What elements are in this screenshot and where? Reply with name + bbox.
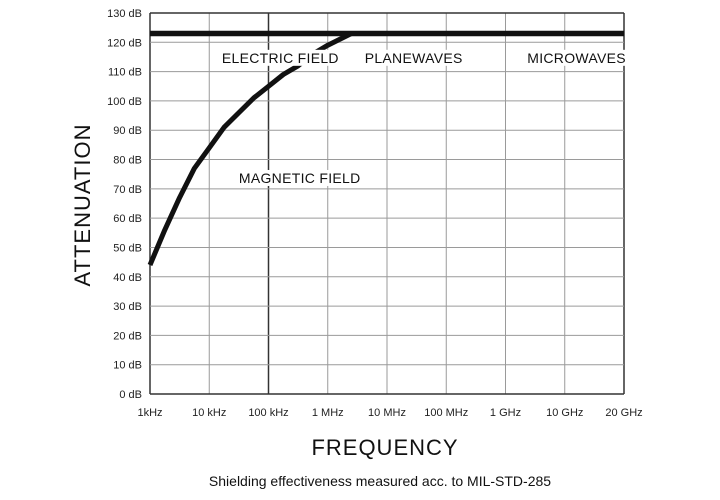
annotation-bg — [235, 169, 364, 186]
y-tick-label: 100 dB — [107, 96, 142, 108]
y-tick-label: 130 dB — [107, 8, 142, 20]
y-tick-label: 50 dB — [113, 242, 142, 254]
y-tick-label: 40 dB — [113, 272, 142, 284]
y-axis-title: ATTENUATION — [70, 124, 95, 287]
region-label: PLANEWAVES — [365, 50, 463, 66]
region-label-bg — [361, 49, 466, 66]
x-axis-title: FREQUENCY — [311, 435, 458, 460]
y-tick-label: 60 dB — [113, 213, 142, 225]
x-axis-ticks: 1kHz 10 kHz 100 kHz 1 MHz 10 MHz 100 MHz 1 GHz… — [137, 407, 642, 419]
y-tick-label: 20 dB — [113, 330, 142, 342]
x-tick-label: 10 GHz — [546, 407, 583, 419]
x-tick-label: 1 MHz — [312, 407, 344, 419]
x-tick-label: 10 MHz — [368, 407, 406, 419]
region-label: MICROWAVES — [527, 50, 626, 66]
region-label: ELECTRIC FIELD — [222, 50, 339, 66]
x-tick-label: 20 GHz — [605, 407, 642, 419]
chart-caption: Shielding effectiveness measured acc. to… — [209, 473, 551, 489]
x-tick-label: 100 kHz — [248, 407, 288, 419]
y-tick-label: 110 dB — [108, 67, 142, 79]
y-tick-label: 0 dB — [119, 389, 142, 401]
magnetic-field-label: MAGNETIC FIELD — [239, 170, 361, 186]
region-labels: ELECTRIC FIELD PLANEWAVES MICROWAVES MAGNET… — [218, 49, 629, 186]
y-tick-label: 10 dB — [113, 360, 142, 372]
x-tick-label: 1kHz — [137, 407, 162, 419]
x-tick-label: 100 MHz — [424, 407, 468, 419]
x-tick-label: 10 kHz — [192, 407, 226, 419]
y-tick-label: 120 dB — [107, 37, 142, 49]
magnetic-field-curve — [147, 31, 353, 266]
y-axis-ticks: 0 dB 10 dB 20 dB 30 dB 40 dB 50 dB 60 dB 70 dB 8… — [107, 8, 142, 401]
grid — [149, 12, 625, 395]
region-label-bg — [218, 49, 342, 66]
x-tick-label: 1 GHz — [490, 407, 521, 419]
y-tick-label: 70 dB — [113, 184, 142, 196]
series-layer — [147, 30, 624, 266]
region-label-bg — [524, 49, 629, 66]
y-tick-label: 30 dB — [113, 301, 142, 313]
y-tick-label: 80 dB — [113, 155, 142, 167]
y-tick-label: 90 dB — [113, 125, 142, 137]
